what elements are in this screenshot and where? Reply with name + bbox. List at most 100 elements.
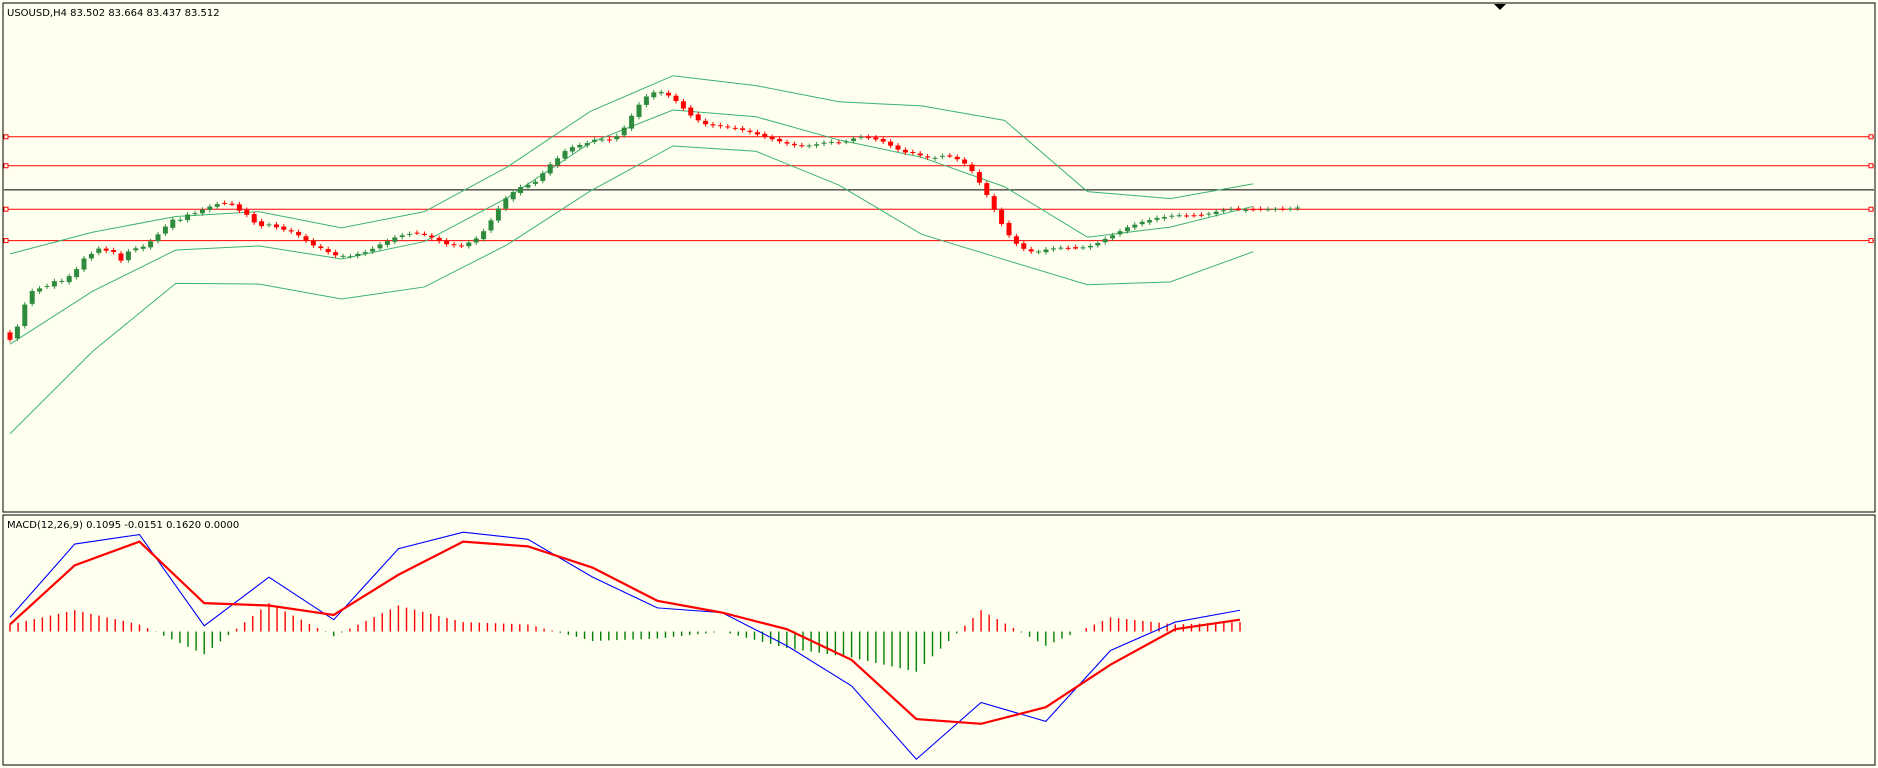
candle-body bbox=[495, 208, 501, 221]
main-panel-header: USOUSD,H4 83.502 83.664 83.437 83.512 bbox=[7, 8, 220, 19]
candle-body bbox=[821, 142, 827, 144]
candle-body bbox=[1043, 249, 1049, 253]
level-handle-right bbox=[1868, 163, 1874, 169]
candle-body bbox=[1250, 209, 1256, 211]
candle-body bbox=[407, 233, 413, 235]
candle-body bbox=[673, 95, 679, 102]
candle-body bbox=[399, 235, 405, 237]
candle-body bbox=[569, 147, 575, 152]
candle-body bbox=[1280, 208, 1286, 210]
candle-body bbox=[44, 285, 50, 287]
candle-body bbox=[769, 137, 775, 140]
candle-body bbox=[873, 137, 879, 140]
candle-body bbox=[118, 253, 124, 261]
level-handle-left bbox=[3, 206, 9, 212]
candle-body bbox=[1080, 247, 1086, 249]
candle-body bbox=[784, 142, 790, 144]
candle-body bbox=[1058, 247, 1064, 249]
candle-body bbox=[429, 235, 435, 238]
candle-body bbox=[636, 104, 642, 117]
candle-body bbox=[902, 149, 908, 153]
candle-body bbox=[621, 127, 627, 136]
candle-body bbox=[318, 246, 324, 249]
candle-body bbox=[347, 256, 353, 258]
level-handle-right bbox=[1868, 238, 1874, 244]
candle-body bbox=[1102, 238, 1108, 243]
candle-body bbox=[695, 114, 701, 121]
candle-body bbox=[1132, 224, 1138, 228]
candle-body bbox=[1287, 208, 1293, 210]
candle-body bbox=[592, 139, 598, 142]
candle-body bbox=[1021, 243, 1027, 249]
macd-panel bbox=[9, 531, 1241, 761]
candle-body bbox=[481, 231, 487, 240]
candle-body bbox=[1013, 236, 1019, 244]
candle-body bbox=[555, 158, 561, 166]
candle-body bbox=[1295, 207, 1301, 209]
candle-body bbox=[1036, 251, 1042, 253]
candle-body bbox=[895, 145, 901, 150]
candle-body bbox=[7, 332, 13, 340]
candle-body bbox=[999, 209, 1005, 224]
candle-body bbox=[954, 156, 960, 160]
candle-body bbox=[1065, 247, 1071, 249]
candle-body bbox=[754, 132, 760, 135]
candle-body bbox=[1117, 231, 1123, 235]
level-handle-left bbox=[3, 163, 9, 169]
candle-body bbox=[162, 226, 168, 234]
candle-body bbox=[540, 173, 546, 181]
candle-body bbox=[229, 203, 235, 205]
candle-body bbox=[185, 214, 191, 221]
candle-body bbox=[473, 238, 479, 243]
candle-body bbox=[791, 143, 797, 146]
candle-body bbox=[236, 204, 242, 211]
level-handle-right bbox=[1868, 206, 1874, 212]
candle-body bbox=[488, 220, 494, 231]
candle-body bbox=[710, 124, 716, 126]
candle-body bbox=[925, 156, 931, 158]
candle-body bbox=[377, 244, 383, 249]
candle-body bbox=[806, 145, 812, 147]
candle-body bbox=[614, 136, 620, 140]
bollinger-lower-band bbox=[9, 145, 1254, 435]
candle-body bbox=[1235, 208, 1241, 211]
candle-body bbox=[969, 164, 975, 172]
chart-shift-marker-icon[interactable] bbox=[1494, 4, 1506, 10]
candle-body bbox=[148, 241, 154, 248]
candle-body bbox=[444, 240, 450, 245]
candle-body bbox=[207, 206, 213, 210]
candle-body bbox=[273, 224, 279, 228]
candle-body bbox=[362, 252, 368, 254]
candle-body bbox=[1243, 209, 1249, 211]
candle-body bbox=[214, 204, 220, 207]
level-handle-left bbox=[3, 134, 9, 140]
candle-body bbox=[74, 269, 80, 278]
candle-body bbox=[1169, 215, 1175, 217]
candle-body bbox=[1206, 213, 1212, 215]
candle-body bbox=[510, 192, 516, 200]
candle-body bbox=[658, 92, 664, 94]
candle-body bbox=[1161, 216, 1167, 219]
candle-body bbox=[303, 236, 309, 241]
candle-body bbox=[762, 133, 768, 137]
candle-body bbox=[851, 138, 857, 142]
candle-body bbox=[259, 221, 265, 227]
main-price-panel bbox=[3, 75, 1874, 435]
candle-body bbox=[1139, 221, 1145, 225]
candle-body bbox=[296, 231, 302, 236]
candle-body bbox=[310, 240, 316, 246]
candle-body bbox=[666, 92, 672, 96]
candle-body bbox=[1095, 243, 1101, 246]
candle-body bbox=[155, 234, 161, 242]
candle-body bbox=[562, 151, 568, 159]
candle-body bbox=[577, 144, 583, 148]
candle-body bbox=[1184, 215, 1190, 217]
candle-body bbox=[1073, 247, 1079, 249]
candle-body bbox=[976, 172, 982, 183]
candle-body bbox=[355, 253, 361, 257]
candle-body bbox=[370, 248, 376, 252]
candle-body bbox=[281, 226, 287, 230]
candle-body bbox=[1258, 208, 1264, 210]
candle-body bbox=[717, 125, 723, 127]
